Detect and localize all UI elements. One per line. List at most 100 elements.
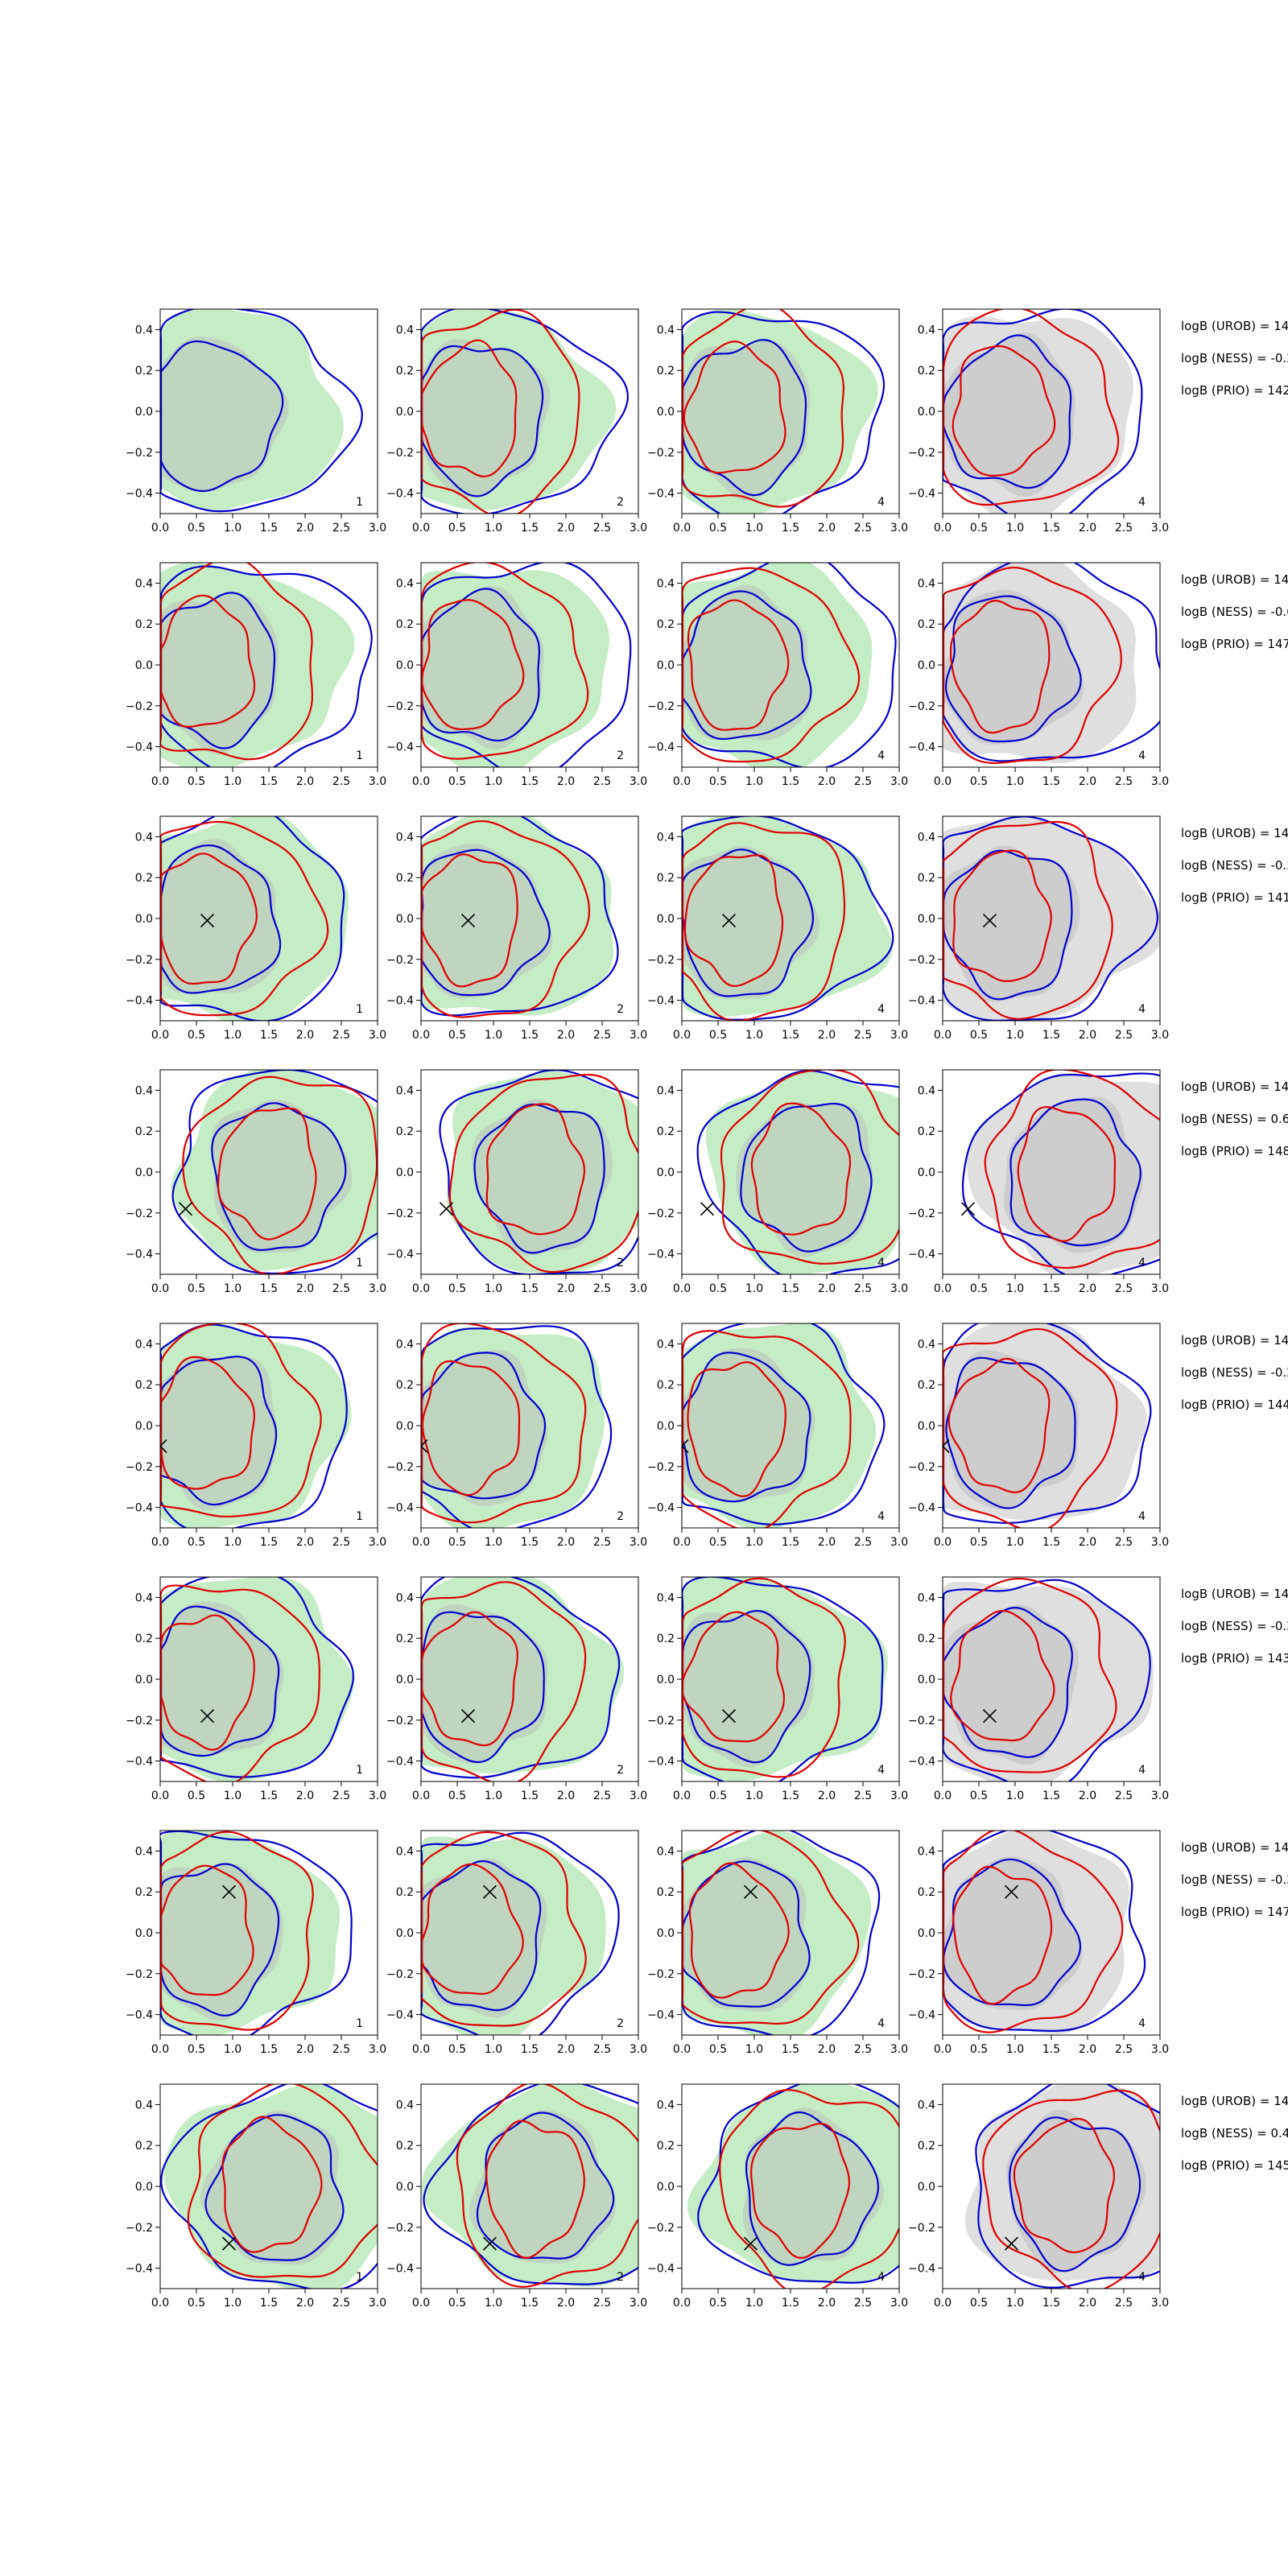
- x-tick-label: 0.5: [188, 1536, 205, 1549]
- row-4: 0.0 0.5 1.0 1.5 2.0 2.5 3.00.40.20.0−0.2−0.410…: [126, 1069, 1288, 1295]
- panel-number: 2: [617, 496, 624, 509]
- blue-contour-outer: [961, 1072, 1160, 1274]
- y-tick-label: 0.0: [918, 913, 935, 926]
- x-tick-label: 2.5: [1115, 2043, 1133, 2056]
- panel-number: 4: [877, 1257, 885, 1269]
- y-tick-label: −0.4: [386, 2009, 414, 2022]
- x-tick-label: 0.0: [151, 1282, 169, 1295]
- panel-r1-c3: 0.0 0.5 1.0 1.5 2.0 2.5 3.0 0.4 0.2 0.0 −0.2 −0.4 4: [647, 308, 908, 535]
- shaded-contour-inner: [471, 1099, 613, 1256]
- x-tick-label: 1.0: [1006, 1029, 1024, 1042]
- y-tick-label: 0.2: [657, 1125, 675, 1138]
- x-tick-label: 0.5: [448, 1029, 466, 1042]
- x-tick-label: 1.0: [745, 1790, 763, 1802]
- x-tick-label: 3.0: [630, 1790, 647, 1802]
- x-tick-label: 2.5: [854, 2297, 872, 2310]
- y-tick-label: −0.4: [908, 488, 935, 501]
- x-tick-label: 0.0: [412, 1282, 430, 1295]
- x-tick-label: 3.0: [369, 2297, 386, 2310]
- panel-r2-c3: 0.0 0.5 1.0 1.5 2.0 2.5 3.0 0.4 0.2 0.0 −0.2 −0.4 4: [647, 562, 908, 788]
- x-tick-label: 1.5: [521, 522, 539, 535]
- blue-contour-inner: [745, 2111, 879, 2266]
- x-tick-label: 2.0: [818, 775, 836, 788]
- y-tick-label: 0.2: [657, 872, 675, 885]
- y-tick-label: 0.4: [135, 1084, 153, 1097]
- shaded-contour-inner: [421, 1350, 548, 1506]
- x-tick-label: 0.0: [412, 1029, 430, 1042]
- x-tick-label: 1.5: [521, 2297, 539, 2310]
- y-tick-label: 0.4: [135, 2099, 153, 2112]
- true-value-marker: [743, 2236, 758, 2251]
- y-tick-label: 0.2: [396, 1886, 414, 1899]
- shaded-contour-outer: [682, 1577, 888, 1781]
- logB-stat: logB (NESS) = -0.0: [1181, 605, 1288, 619]
- y-tick-label: −0.2: [386, 1461, 414, 1474]
- y-tick-label: 0.2: [657, 1633, 675, 1645]
- x-tick-label: 0.0: [673, 2297, 691, 2310]
- x-tick-label: 2.0: [557, 522, 575, 535]
- x-tick-label: 1.5: [1042, 1029, 1060, 1042]
- red-contour-inner: [682, 1611, 786, 1743]
- panel-number: 2: [617, 2271, 624, 2284]
- x-tick-label: 1.0: [224, 2043, 242, 2056]
- x-tick-label: 1.5: [521, 2043, 539, 2056]
- true-value-marker: [439, 1202, 454, 1216]
- x-tick-label: 0.5: [709, 1282, 727, 1295]
- y-tick-label: 0.2: [396, 618, 414, 631]
- blue-contour-outer: [975, 2084, 1160, 2289]
- x-tick-label: 0.5: [448, 522, 466, 535]
- y-tick-label: −0.4: [126, 1249, 153, 1261]
- x-tick-label: 1.0: [485, 2297, 502, 2310]
- red-contour-inner: [750, 2122, 850, 2259]
- shaded-contour-inner: [421, 844, 553, 999]
- x-tick-label: 3.0: [890, 1536, 908, 1549]
- y-tick-label: −0.4: [908, 1502, 935, 1515]
- y-tick-label: 0.2: [396, 1379, 414, 1392]
- y-tick-label: 0.0: [135, 1166, 153, 1179]
- y-tick-label: 0.0: [657, 1166, 675, 1179]
- x-tick-label: 2.0: [1079, 1536, 1096, 1549]
- shaded-contour-inner: [421, 585, 544, 750]
- panel-r7-c1: 0.0 0.5 1.0 1.5 2.0 2.5 3.0 0.4 0.2 0.0 −0.2 −0.4 1: [126, 1830, 386, 2056]
- red-contour-outer: [982, 2089, 1160, 2289]
- blue-contour-inner: [204, 2114, 345, 2261]
- y-tick-label: 0.2: [657, 618, 675, 631]
- x-tick-label: 1.5: [782, 1536, 799, 1549]
- panel-r2-c1: 0.0 0.5 1.0 1.5 2.0 2.5 3.0 0.4 0.2 0.0 −0.2 −0.4 1: [126, 562, 386, 788]
- panel-r2-c2: 0.0 0.5 1.0 1.5 2.0 2.5 3.0 0.4 0.2 0.0 −0.2 −0.4 2: [386, 562, 647, 788]
- blue-contour-outer: [696, 1070, 899, 1274]
- x-tick-label: 3.0: [369, 2043, 386, 2056]
- red-contour-inner: [949, 599, 1051, 734]
- panel-number: 4: [877, 2017, 885, 2030]
- shaded-contour-outer: [160, 563, 355, 767]
- red-contour-inner: [217, 1107, 317, 1241]
- x-tick-label: 2.0: [296, 2297, 314, 2310]
- x-tick-label: 2.5: [854, 1536, 872, 1549]
- y-tick-label: 0.4: [135, 1845, 153, 1858]
- x-tick-label: 3.0: [369, 522, 386, 535]
- x-tick-label: 0.0: [412, 522, 430, 535]
- x-tick-label: 0.0: [934, 1536, 952, 1549]
- y-tick-label: −0.4: [647, 1249, 675, 1261]
- panel-r4-c1: 0.0 0.5 1.0 1.5 2.0 2.5 3.0 0.4 0.2 0.0 −0.2 −0.4 1: [126, 1069, 386, 1295]
- y-tick-label: −0.4: [126, 488, 153, 501]
- red-contour-inner: [687, 599, 790, 731]
- shaded-contour-outer: [943, 316, 1134, 514]
- panel-number: 4: [877, 2271, 885, 2284]
- red-contour-inner: [421, 1863, 524, 1995]
- x-tick-label: 1.5: [260, 1790, 278, 1802]
- x-tick-label: 2.0: [1079, 1029, 1096, 1042]
- x-tick-label: 1.0: [1006, 1536, 1024, 1549]
- logB-stat: logB (UROB) = 147: [1181, 1840, 1288, 1855]
- panel-number: 4: [1138, 2271, 1146, 2284]
- shaded-contour-outer: [943, 1831, 1129, 2034]
- logB-stat: logB (UROB) = 144: [1181, 1333, 1288, 1348]
- red-contour-outer: [719, 2089, 899, 2289]
- x-tick-label: 3.0: [369, 1282, 386, 1295]
- x-tick-label: 2.0: [1079, 775, 1096, 788]
- red-contour-inner: [160, 1614, 255, 1751]
- x-tick-label: 1.5: [521, 1536, 539, 1549]
- red-contour-inner: [952, 849, 1052, 983]
- blue-contour-inner: [740, 1102, 873, 1253]
- y-tick-label: −0.2: [126, 700, 153, 713]
